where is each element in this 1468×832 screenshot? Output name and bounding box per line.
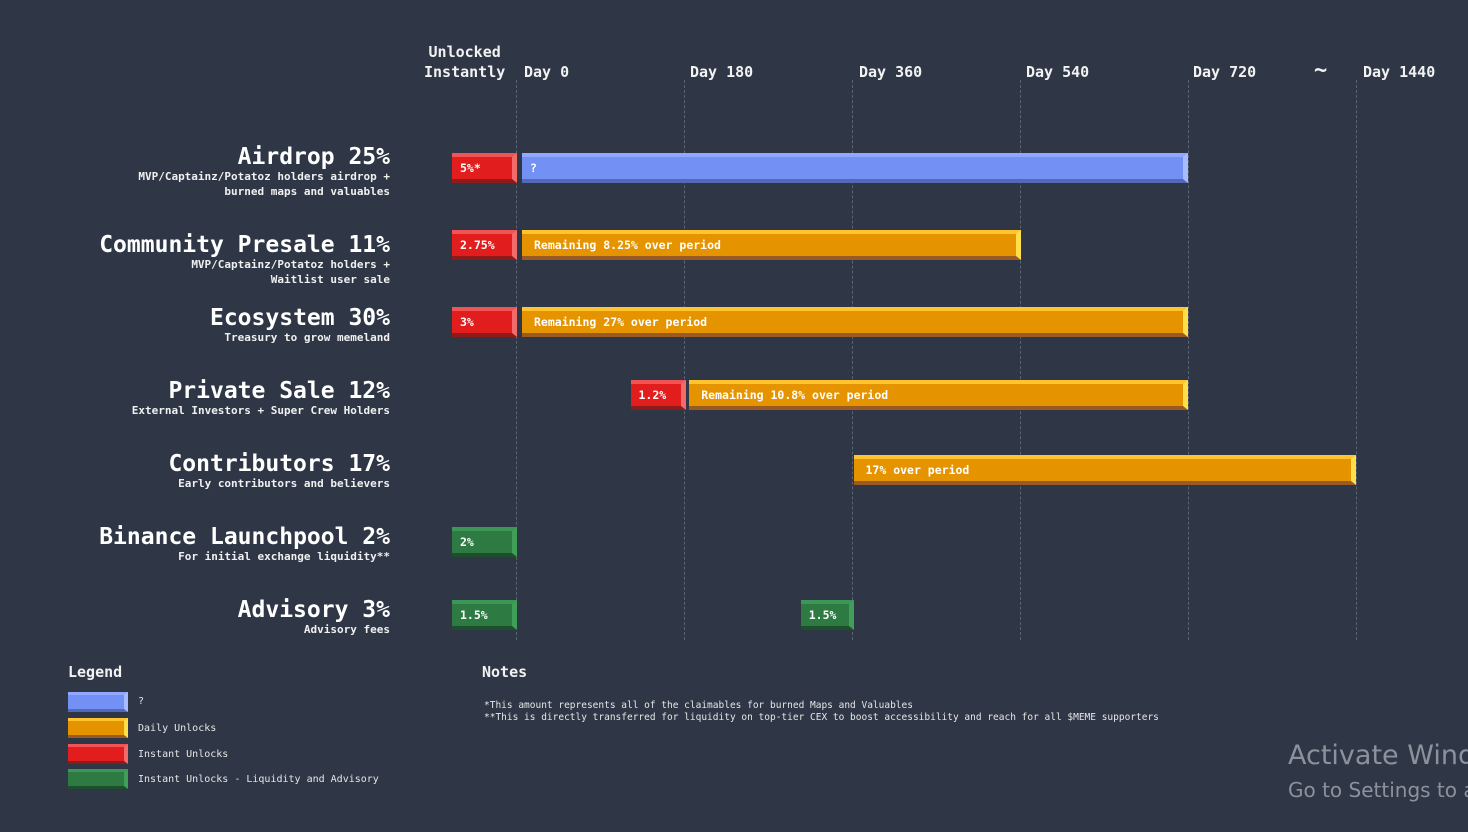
- bar-unknown-row0-seg1: ?: [522, 153, 1188, 183]
- column-header-day-720: Day 720: [1193, 63, 1257, 81]
- row-title: Contributors 17%: [168, 451, 390, 477]
- bar-liquidity-row5-seg0: 2%: [452, 527, 517, 557]
- row-title: Binance Launchpool 2%: [99, 524, 390, 550]
- legend-label-daily: Daily Unlocks: [138, 723, 217, 734]
- bar-instant-row3-seg0: 1.2%: [630, 380, 687, 410]
- gridline-day-0: [516, 80, 517, 640]
- column-header-day-540: Day 540: [1026, 63, 1090, 81]
- note-2: **This is directly transferred for liqui…: [484, 712, 1159, 723]
- bar-instant-row1-seg0: 2.75%: [452, 230, 517, 260]
- gridline-day-540: [1020, 80, 1021, 640]
- row-label-private-sale: Private Sale 12% External Investors + Su…: [132, 379, 390, 418]
- row-subtitle: Early contributors and believers: [178, 477, 390, 490]
- bar-instant-row0-seg0: 5%*: [452, 153, 517, 183]
- notes-title: Notes: [482, 663, 528, 681]
- column-header-instant-line1: Unlocked: [428, 43, 501, 61]
- gridline-day-1440: [1356, 80, 1357, 640]
- gridline-day-720: [1188, 80, 1189, 640]
- row-label-advisory: Advisory 3% Advisory fees: [238, 598, 390, 637]
- legend-label-instant: Instant Unlocks: [138, 749, 229, 760]
- row-title: Advisory 3%: [237, 597, 390, 623]
- row-label-ecosystem: Ecosystem 30% Treasury to grow memeland: [210, 306, 390, 345]
- note-1: *This amount represents all of the claim…: [484, 700, 913, 711]
- activation-watermark-title: Activate Wind: [1288, 740, 1468, 771]
- gridline-day-360: [852, 80, 853, 640]
- column-header-day-180: Day 180: [690, 63, 754, 81]
- row-subtitle: MVP/Captainz/Potatoz holders +: [191, 258, 390, 271]
- row-subtitle: External Investors + Super Crew Holders: [131, 404, 390, 417]
- row-label-community-presale: Community Presale 11% MVP/Captainz/Potat…: [99, 233, 390, 287]
- legend-swatch-daily: [68, 718, 128, 738]
- column-header-instant: Unlocked Instantly: [424, 42, 505, 82]
- gridline-day-180: [684, 80, 685, 640]
- row-title: Private Sale 12%: [168, 378, 390, 404]
- column-header-day-0: Day 0: [524, 63, 570, 81]
- column-header-instant-line2: Instantly: [424, 63, 506, 81]
- bar-daily-row4-seg0: 17% over period: [853, 455, 1356, 485]
- row-label-airdrop: Airdrop 25% MVP/Captainz/Potatoz holders…: [138, 145, 390, 199]
- column-header-day-1440: Day 1440: [1363, 63, 1436, 81]
- row-subtitle: Waitlist user sale: [270, 273, 390, 286]
- row-title: Airdrop 25%: [237, 144, 390, 170]
- legend-swatch-liquidity: [68, 769, 128, 789]
- row-title: Ecosystem 30%: [209, 305, 390, 331]
- row-subtitle: Advisory fees: [303, 623, 390, 636]
- bar-instant-row2-seg0: 3%: [452, 307, 517, 337]
- legend-swatch-instant: [68, 744, 128, 764]
- activation-watermark-subtitle: Go to Settings to a: [1288, 778, 1468, 802]
- row-subtitle: Treasury to grow memeland: [224, 331, 390, 344]
- row-label-binance-launchpool: Binance Launchpool 2% For initial exchan…: [99, 525, 390, 564]
- legend-label-liquidity: Instant Unlocks - Liquidity and Advisory: [138, 774, 379, 785]
- bar-daily-row3-seg1: Remaining 10.8% over period: [689, 380, 1188, 410]
- column-header-day-360: Day 360: [859, 63, 923, 81]
- row-title: Community Presale 11%: [99, 232, 390, 258]
- bar-liquidity-row6-seg0: 1.5%: [452, 600, 517, 630]
- legend-title: Legend: [68, 663, 123, 681]
- bar-daily-row2-seg1: Remaining 27% over period: [522, 307, 1188, 337]
- row-subtitle: MVP/Captainz/Potatoz holders airdrop +: [138, 170, 390, 183]
- column-header-gap: ~: [1314, 58, 1328, 83]
- row-subtitle: burned maps and valuables: [224, 185, 390, 198]
- row-subtitle: For initial exchange liquidity**: [178, 550, 390, 563]
- row-label-contributors: Contributors 17% Early contributors and …: [168, 452, 390, 491]
- bar-daily-row1-seg1: Remaining 8.25% over period: [522, 230, 1021, 260]
- legend-swatch-unknown: [68, 692, 128, 712]
- legend-label-unknown: ?: [138, 696, 145, 707]
- bar-liquidity-row6-seg1: 1.5%: [800, 600, 854, 630]
